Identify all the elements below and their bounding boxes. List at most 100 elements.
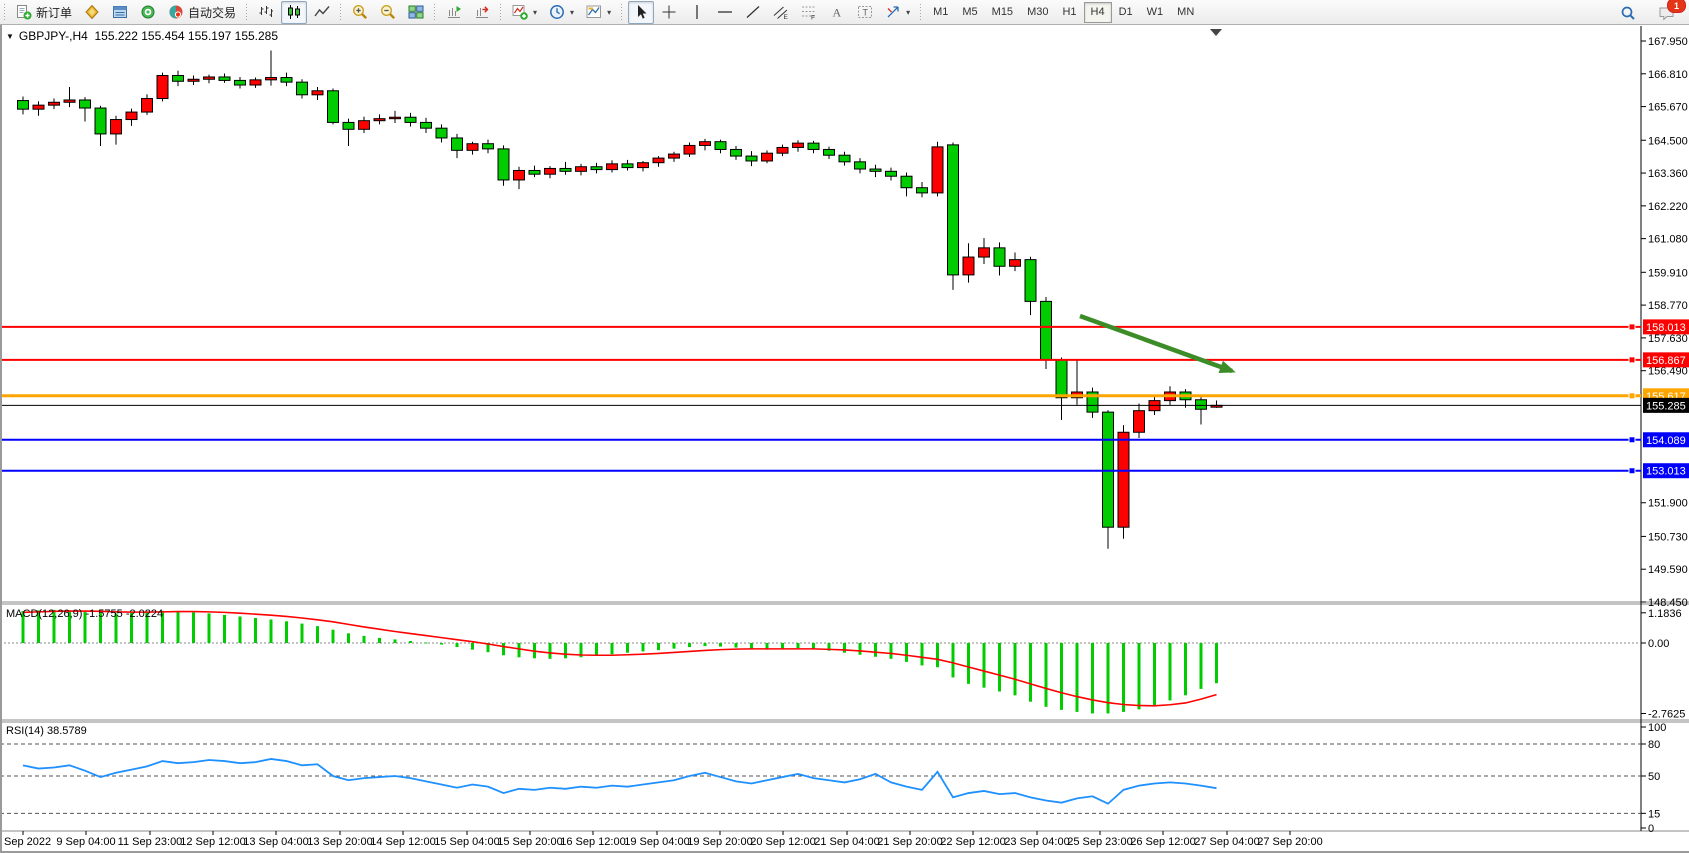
arrows-button-dropdown-icon[interactable]: ▾ (906, 7, 911, 17)
level-line-handle[interactable] (1628, 436, 1636, 444)
timeframe-h4-button[interactable]: H4 (1083, 1, 1112, 23)
trend-arrow[interactable] (1079, 313, 1233, 374)
macd-bar (858, 643, 862, 655)
periods-button[interactable]: ▾ (544, 1, 579, 24)
auto-scroll-button[interactable] (469, 1, 495, 24)
timeframe-m15-button[interactable]: M15 (991, 6, 1014, 18)
rsi-tick-label: 15 (1648, 808, 1660, 820)
level-line-handle[interactable] (1628, 392, 1636, 400)
periods-button-dropdown-icon[interactable]: ▾ (570, 7, 575, 17)
price-tick-label: 165.670 (1648, 102, 1688, 114)
candle (745, 155, 758, 162)
candle (1024, 259, 1037, 302)
equidistant-channel-button[interactable]: E (768, 1, 794, 24)
symbol-dropdown-icon[interactable]: ▼ (6, 31, 14, 41)
timeframe-d1-button[interactable]: D1 (1118, 6, 1133, 18)
time-tick-label: 23 Sep 04:00 (1004, 836, 1069, 848)
vline-icon (696, 5, 698, 19)
candle (327, 90, 339, 123)
macd-bar (471, 643, 474, 650)
candle (358, 120, 370, 130)
price-tick-label: 157.630 (1648, 333, 1688, 345)
candle (125, 111, 138, 121)
timeframe-mn-button[interactable]: MN (1177, 6, 1195, 18)
macd-bar (967, 643, 970, 684)
timeframe-m5-button[interactable]: M5 (962, 6, 978, 18)
macd-bar (796, 643, 800, 649)
new-order-button[interactable]: 新订单 (11, 1, 77, 24)
candle (296, 81, 308, 96)
macd-bar (719, 643, 722, 647)
macd-bar (1153, 643, 1156, 707)
level-line-handle[interactable] (1628, 467, 1636, 475)
chart-window[interactable]: 167.950 166.810 165.670 164.500 163.360 162.2… (0, 25, 1689, 853)
candles-chart-icon (288, 5, 301, 19)
candle (373, 118, 386, 122)
time-tick-label: 27 Sep 04:00 (1194, 836, 1259, 848)
toolbar-grip (432, 4, 438, 20)
level-line-handle[interactable] (1628, 323, 1636, 331)
arrows-button[interactable]: ▾ (880, 1, 915, 24)
candle (79, 99, 91, 109)
signals-button[interactable] (135, 1, 161, 24)
macd-bar (874, 643, 877, 657)
macd-bar (827, 643, 831, 651)
macd-bar (161, 610, 164, 643)
bar-chart-button[interactable] (253, 1, 279, 24)
time-tick-label: 8 Sep 2022 (0, 836, 51, 848)
market-watch-button[interactable] (79, 1, 105, 24)
navigator-button[interactable] (107, 1, 133, 24)
candlestick-chart-button[interactable] (281, 0, 308, 24)
candle (900, 175, 913, 189)
macd-bar (595, 643, 598, 656)
zoom-out-button[interactable] (375, 1, 401, 24)
level-line-handle[interactable] (1628, 356, 1636, 364)
candle (420, 121, 432, 129)
auto-trading-button[interactable]: 自动交易 (163, 1, 241, 24)
timeframe-w1-button[interactable]: W1 (1146, 6, 1164, 18)
chart-canvas[interactable]: 167.950 166.810 165.670 164.500 163.360 162.2… (0, 25, 1689, 853)
time-tick-label: 19 Sep 20:00 (687, 836, 752, 848)
tile-windows-button[interactable] (403, 1, 429, 24)
candle (637, 162, 649, 169)
indicators-button-dropdown-icon[interactable]: ▾ (533, 7, 538, 17)
templates-button[interactable]: ▾ (581, 1, 616, 24)
svg-text:A: A (833, 6, 842, 20)
macd-bar (238, 616, 242, 643)
fibonacci-button[interactable]: F (796, 1, 822, 24)
price-tick-label: 156.490 (1648, 366, 1688, 378)
macd-bar (936, 643, 939, 668)
svg-text:E: E (784, 14, 789, 20)
macd-bar (703, 643, 707, 647)
trendline-button[interactable] (740, 1, 766, 24)
time-tick-label: 15 Sep 20:00 (497, 836, 562, 848)
zoom-in-button[interactable] (347, 1, 373, 24)
templates-button-dropdown-icon[interactable]: ▾ (607, 7, 612, 17)
cursor-button[interactable] (628, 0, 655, 24)
candle (497, 148, 510, 181)
horizontal-line-button[interactable] (712, 1, 738, 24)
vertical-line-button[interactable] (684, 1, 710, 24)
timeframe-h1-button[interactable]: H1 (1062, 6, 1077, 18)
line-chart-button[interactable] (309, 1, 335, 24)
price-tick-label: 148.450 (1648, 597, 1688, 609)
macd-bar (688, 643, 691, 648)
auto-trading-button-label: 自动交易 (188, 5, 237, 20)
macd-bar (672, 643, 676, 649)
macd-bar (564, 643, 567, 659)
text-label-button[interactable]: T (852, 1, 878, 24)
search-button[interactable] (1615, 1, 1641, 24)
chart-shift-marker[interactable] (1210, 29, 1222, 36)
chart-shift-button[interactable] (441, 1, 467, 24)
macd-bar (114, 613, 118, 643)
indicators-button[interactable]: ▾ (507, 1, 542, 24)
text-button[interactable]: A (824, 1, 850, 24)
candle (885, 170, 897, 177)
macd-bar (37, 610, 40, 643)
timeframe-m30-button[interactable]: M30 (1027, 6, 1049, 18)
candle (141, 98, 153, 113)
price-tick-label: 166.810 (1648, 69, 1688, 81)
crosshair-button[interactable] (656, 1, 682, 24)
chat-button[interactable]: 1 (1653, 0, 1686, 24)
timeframe-m1-button[interactable]: M1 (933, 6, 949, 18)
